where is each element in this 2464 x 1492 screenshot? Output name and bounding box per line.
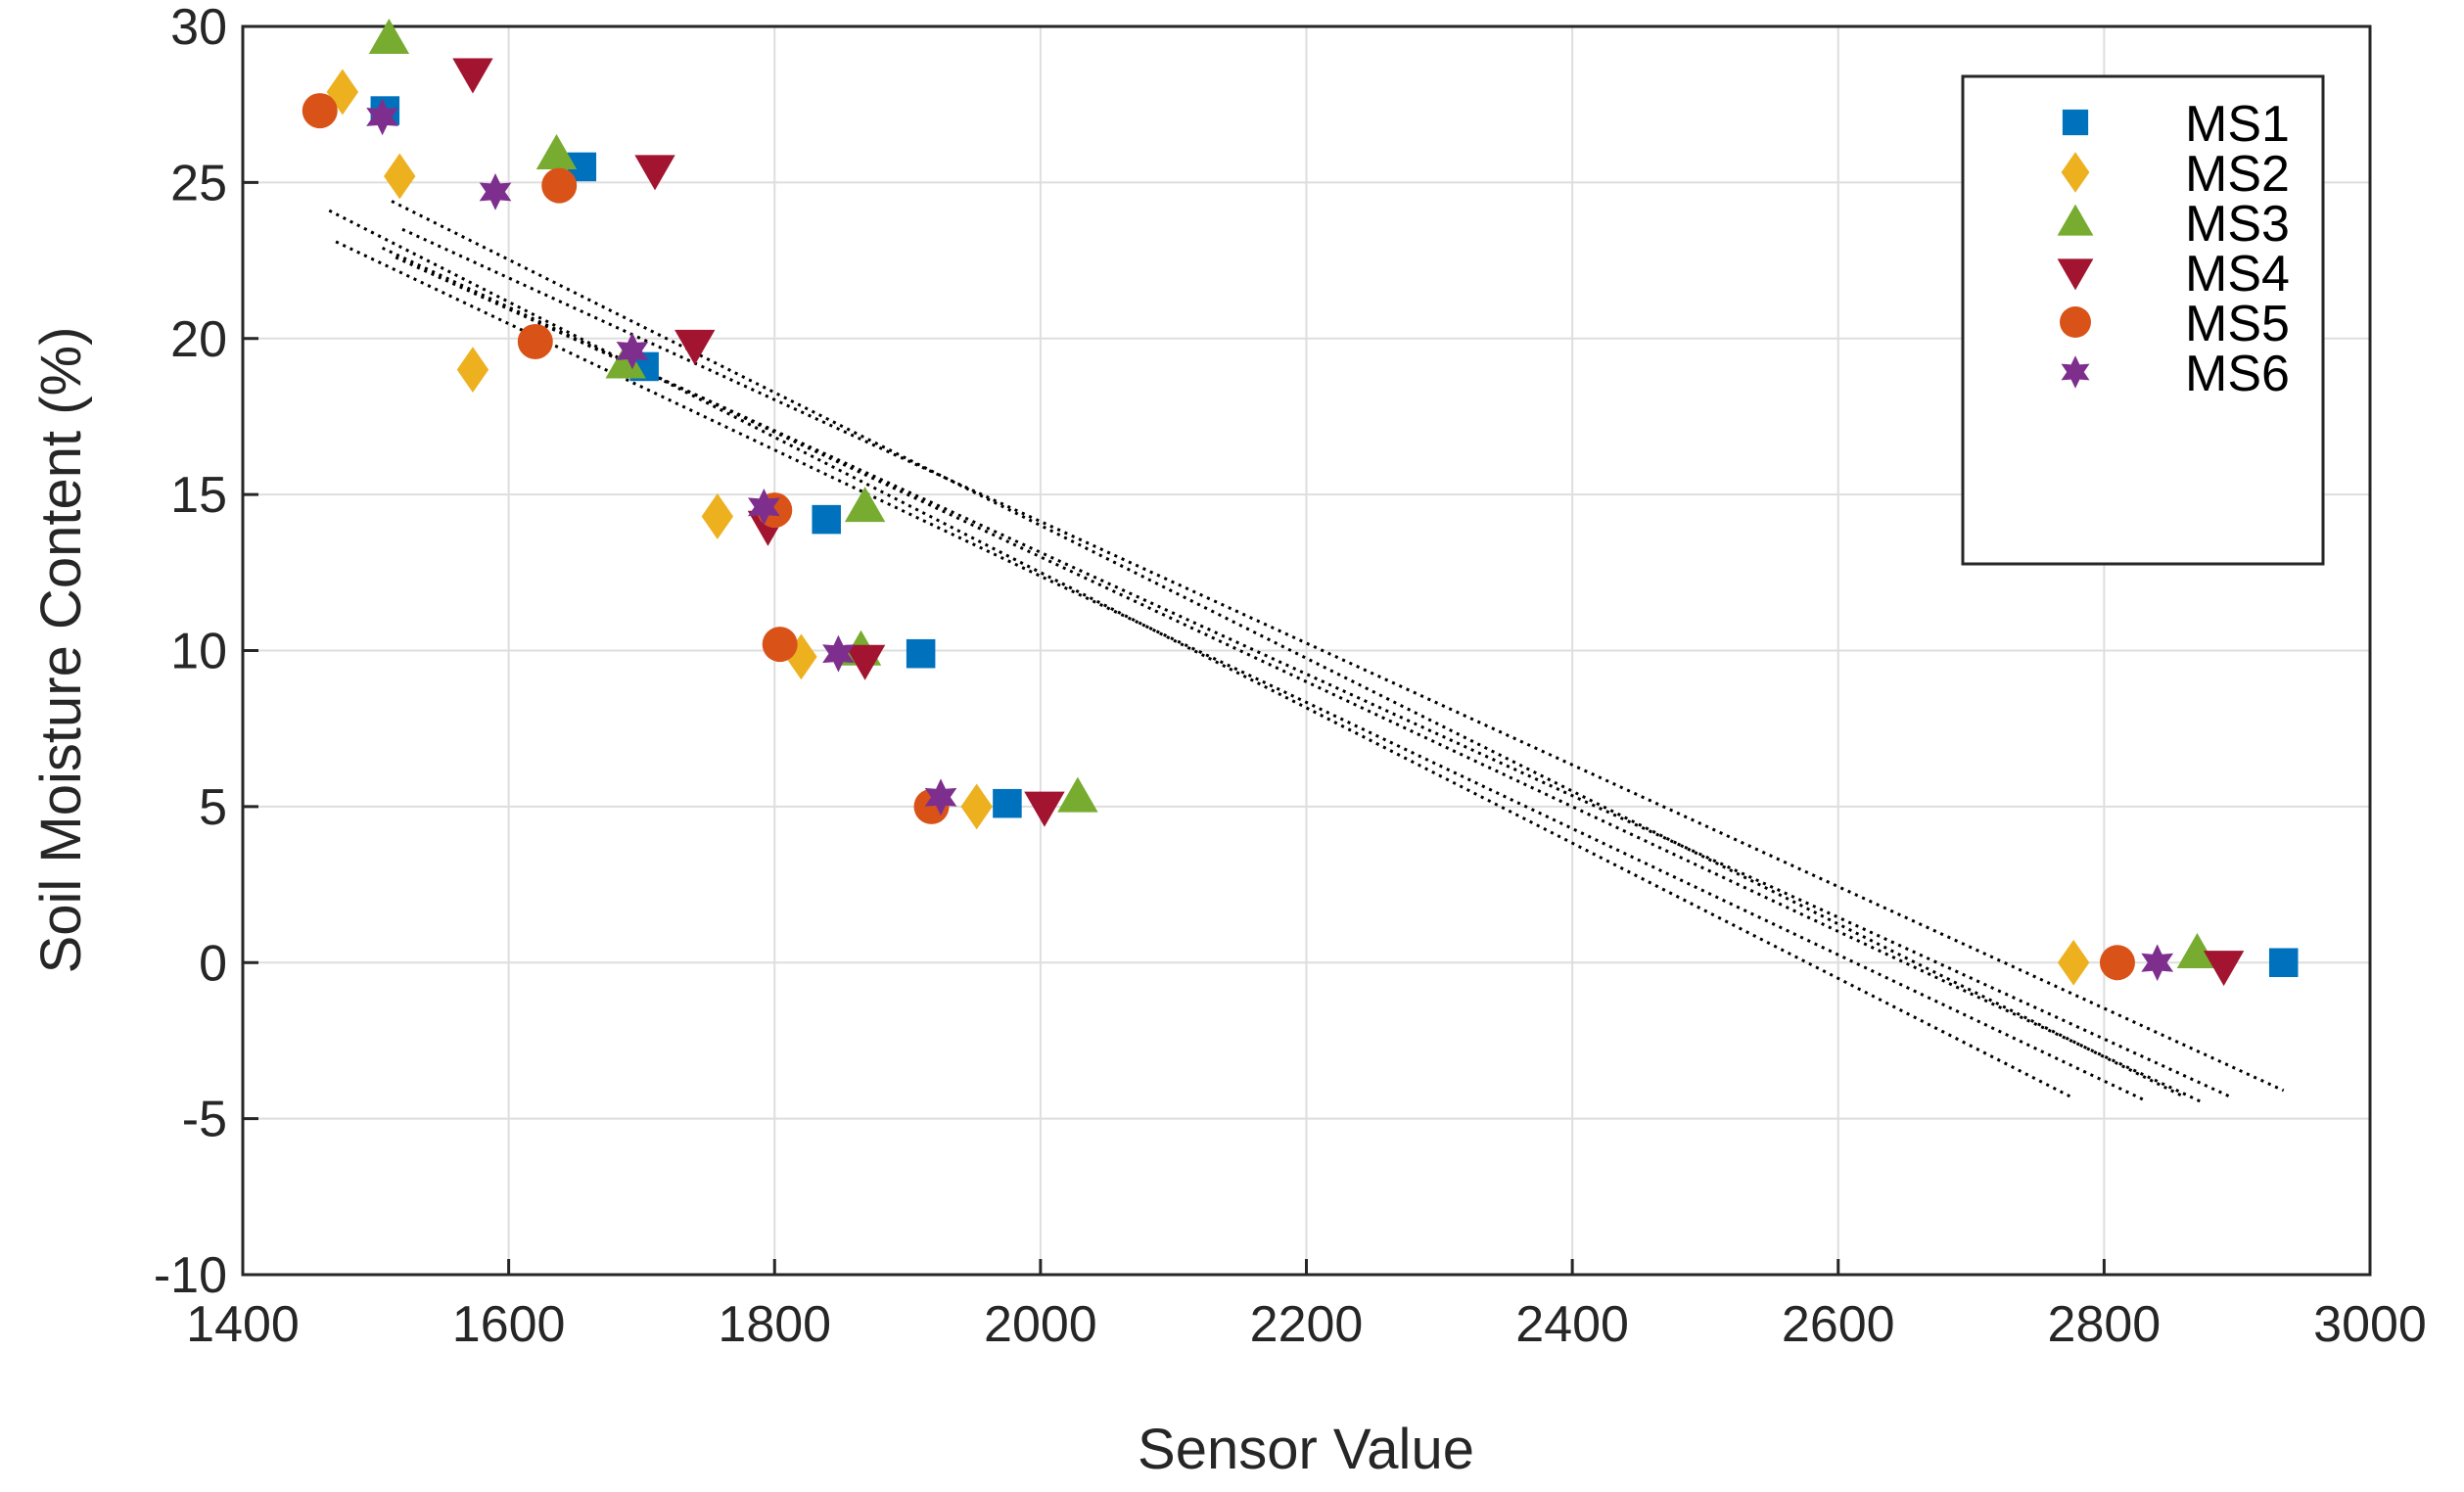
legend-label-ms2: MS2 bbox=[2185, 146, 2290, 203]
data-point-ms2 bbox=[960, 783, 993, 830]
data-point-ms6 bbox=[822, 634, 855, 673]
data-point-ms4 bbox=[2203, 951, 2245, 987]
data-point-ms3 bbox=[535, 133, 578, 169]
data-point-ms1 bbox=[812, 504, 841, 535]
y-tick-label: -10 bbox=[154, 1247, 227, 1304]
data-point-ms6 bbox=[366, 98, 398, 136]
data-point-ms4 bbox=[452, 58, 493, 94]
x-axis-title: Sensor Value bbox=[1138, 1418, 1474, 1481]
legend-marker-ms3 bbox=[2057, 204, 2094, 236]
x-tick-label: 2400 bbox=[1515, 1296, 1629, 1353]
data-point-ms5 bbox=[517, 323, 553, 359]
data-point-ms4 bbox=[674, 329, 716, 365]
legend-marker-ms5 bbox=[2060, 306, 2091, 338]
y-tick-label: 10 bbox=[170, 624, 227, 680]
legend-marker-ms1 bbox=[2062, 109, 2089, 136]
data-point-ms1 bbox=[993, 788, 1022, 818]
data-point-ms4 bbox=[1024, 791, 1065, 827]
data-point-ms5 bbox=[762, 627, 798, 663]
x-tick-label: 2800 bbox=[2048, 1296, 2162, 1353]
legend-marker-ms6 bbox=[2061, 355, 2090, 389]
series-MS3 bbox=[368, 19, 2218, 968]
data-point-ms4 bbox=[844, 644, 886, 680]
series-MS6 bbox=[366, 98, 2174, 982]
y-axis-title: Soil Moisture Content (%) bbox=[29, 327, 93, 974]
legend-label-ms6: MS6 bbox=[2185, 346, 2290, 402]
data-point-ms3 bbox=[605, 343, 646, 379]
data-point-ms3 bbox=[2176, 932, 2218, 968]
x-tick-label: 2200 bbox=[1250, 1296, 1364, 1353]
data-point-ms6 bbox=[748, 489, 780, 526]
x-tick-label: 3000 bbox=[2313, 1296, 2427, 1353]
data-point-ms2 bbox=[2057, 939, 2090, 986]
data-point-ms1 bbox=[2268, 948, 2299, 978]
data-point-ms2 bbox=[701, 493, 734, 539]
x-tick-label: 2000 bbox=[984, 1296, 1097, 1353]
y-tick-label: 5 bbox=[199, 779, 227, 836]
fit-line-1 bbox=[391, 200, 2185, 1098]
data-point-ms6 bbox=[924, 778, 957, 816]
data-point-ms1 bbox=[906, 638, 936, 669]
legend-label-ms5: MS5 bbox=[2185, 296, 2290, 352]
data-point-ms2 bbox=[456, 347, 489, 394]
legend-label-ms3: MS3 bbox=[2185, 196, 2290, 253]
data-point-ms5 bbox=[302, 93, 338, 129]
data-point-ms3 bbox=[1057, 776, 1098, 813]
x-tick-label: 1800 bbox=[718, 1296, 831, 1353]
x-tick-label: 1400 bbox=[186, 1296, 300, 1353]
y-tick-label: 0 bbox=[199, 935, 227, 992]
legend-marker-ms4 bbox=[2057, 258, 2094, 291]
data-point-ms5 bbox=[541, 167, 578, 204]
data-point-ms4 bbox=[634, 155, 675, 191]
y-tick-label: 20 bbox=[170, 311, 227, 368]
data-points bbox=[302, 19, 2299, 987]
fit-line-6 bbox=[381, 246, 2205, 1105]
y-tick-label: 30 bbox=[170, 0, 227, 56]
data-point-ms3 bbox=[368, 19, 410, 55]
y-axis-ticks: -10 -5 0 5 10 15 20 25 30 bbox=[154, 0, 258, 1304]
data-point-ms2 bbox=[384, 153, 416, 200]
y-tick-label: 25 bbox=[170, 155, 227, 211]
x-axis-ticks: 1400 1600 1800 2000 2200 2400 2600 2800 3000 bbox=[186, 1259, 2427, 1353]
legend-label-ms4: MS4 bbox=[2185, 246, 2290, 303]
y-tick-label: -5 bbox=[182, 1092, 227, 1148]
data-point-ms6 bbox=[2141, 944, 2174, 982]
legend-label-ms1: MS1 bbox=[2185, 96, 2290, 153]
y-tick-label: 15 bbox=[170, 467, 227, 524]
data-point-ms6 bbox=[616, 332, 649, 370]
fit-line-3 bbox=[401, 227, 2285, 1093]
x-tick-label: 2600 bbox=[1782, 1296, 1895, 1353]
fit-lines bbox=[328, 200, 2285, 1105]
data-point-ms3 bbox=[844, 487, 886, 523]
legend-box bbox=[1961, 74, 2325, 566]
series-MS2 bbox=[326, 69, 2090, 986]
legend-marker-ms2 bbox=[2061, 152, 2090, 193]
x-tick-label: 1600 bbox=[452, 1296, 566, 1353]
data-point-ms6 bbox=[479, 173, 512, 210]
data-point-ms5 bbox=[2099, 945, 2135, 981]
